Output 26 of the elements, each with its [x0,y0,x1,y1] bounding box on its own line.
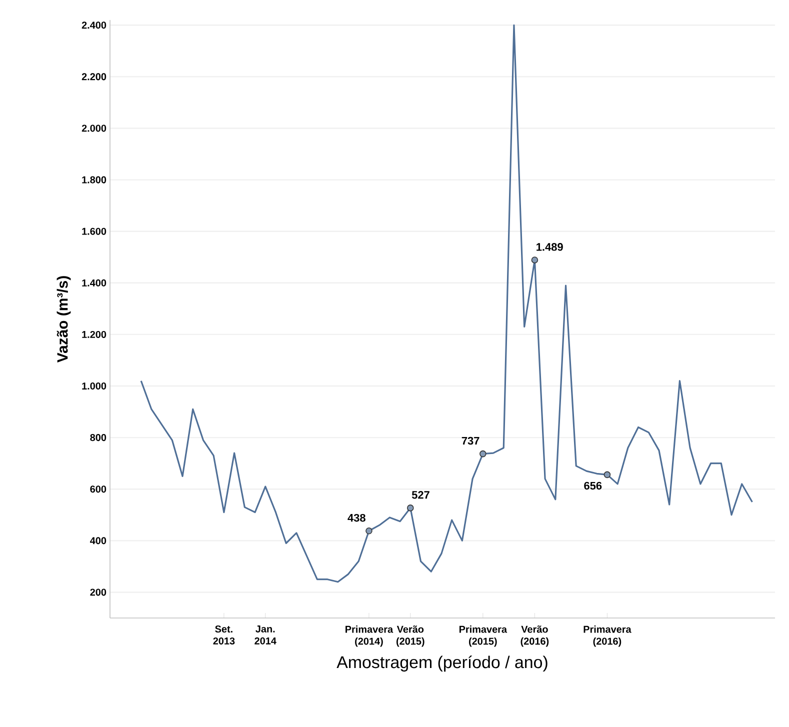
y-tick-label: 1.000 [82,382,106,390]
y-tick-label: 800 [90,434,106,442]
y-tick-label: 1.800 [82,176,106,184]
y-tick-label: 1.600 [82,228,106,235]
y-tick-label: 2.000 [82,124,106,132]
x-tick-label: Primavera (2014) [346,626,394,647]
data-label: 1.489 [536,243,563,251]
data-label: 438 [348,514,366,522]
y-tick-label: 200 [90,588,106,596]
x-tick-label: Set. 2013 [213,626,235,645]
x-axis-title: Amostragem (período / ano) [336,656,548,672]
y-tick-label: 2.200 [82,73,106,80]
y-tick-label: 1.200 [82,330,106,338]
y-tick-label: 2.400 [82,22,106,29]
y-tick-label: 600 [90,486,106,493]
x-tick-label: Verão (2016) [520,625,549,647]
y-tick-label: 1.400 [82,279,106,286]
y-tick-label: 400 [90,537,106,544]
x-tick-label: Jan. 2014 [254,626,276,644]
data-label: 737 [462,436,480,445]
data-label: 656 [584,482,602,490]
x-tick-label: Verão (2015) [396,625,424,647]
y-axis-title: Vazão (m³/s) [56,276,71,362]
data-label: 527 [412,491,430,499]
x-tick-label: Primavera (2016) [584,626,632,647]
x-tick-label: Primavera (2015) [459,626,508,647]
